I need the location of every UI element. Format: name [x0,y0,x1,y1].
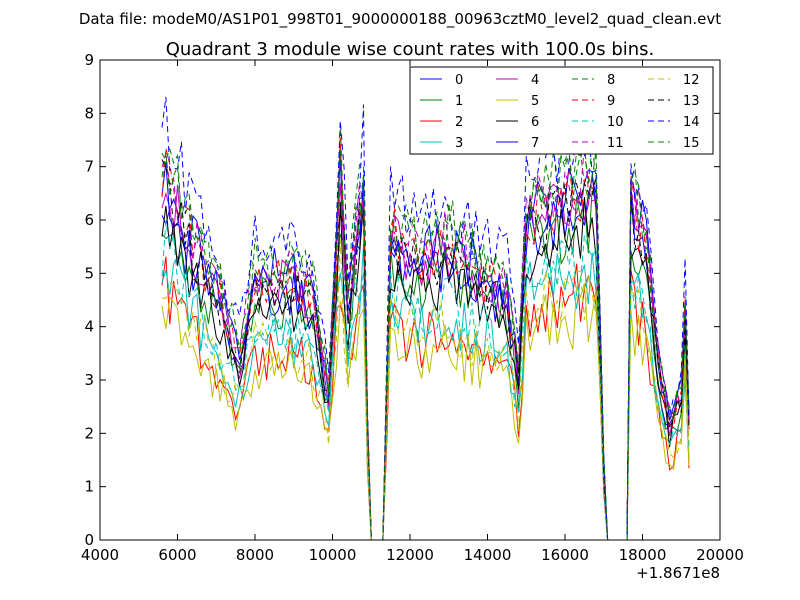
x-tick-label: 20000 [696,546,744,564]
legend-label-4: 4 [531,73,539,88]
x-tick-label: 18000 [619,546,667,564]
y-tick-label: 4 [84,318,94,336]
legend-label-6: 6 [531,115,539,130]
legend-label-0: 0 [455,73,463,88]
y-tick-label: 5 [84,264,94,282]
y-tick-label: 1 [84,478,94,496]
y-tick-label: 6 [84,211,94,229]
series-line-6 [161,196,690,540]
legend-label-13: 13 [683,94,700,109]
x-tick-label: 8000 [236,546,274,564]
series-line-5 [161,283,690,540]
legend-label-8: 8 [607,73,615,88]
legend-label-3: 3 [455,136,463,151]
y-tick-label: 8 [84,104,94,122]
series-line-14 [161,96,690,540]
y-tick-label: 0 [84,531,94,549]
y-tick-label: 7 [84,158,94,176]
series-layer [161,96,690,540]
x-tick-label: 16000 [541,546,589,564]
y-tick-label: 9 [84,51,94,69]
legend-label-11: 11 [607,136,624,151]
x-offset-label: +1.8671e8 [636,564,720,582]
legend-label-2: 2 [455,115,463,130]
legend-box [409,66,714,155]
legend-label-1: 1 [455,94,463,109]
chart-title: Quadrant 3 module wise count rates with … [166,39,655,60]
chart-suptitle: Data file: modeM0/AS1P01_998T01_90000001… [79,10,721,29]
legend-label-15: 15 [683,136,700,151]
legend-label-5: 5 [531,94,539,109]
series-line-8 [161,123,690,540]
series-line-12 [161,239,690,540]
x-tick-label: 6000 [158,546,196,564]
y-tick-label: 3 [84,371,94,389]
x-tick-label: 14000 [464,546,512,564]
legend-label-9: 9 [607,94,615,109]
series-line-10 [161,221,690,540]
y-tick-label: 2 [84,424,94,442]
axes-layer: 4000 6000 8000 10000 12000 14000 16000 18000 200… [81,51,744,564]
legend-label-10: 10 [607,115,624,130]
legend-label-7: 7 [531,136,539,151]
legend-label-14: 14 [683,115,700,130]
x-tick-label: 12000 [386,546,434,564]
x-tick-label: 10000 [309,546,357,564]
x-tick-label: 4000 [81,546,119,564]
legend-label-12: 12 [683,73,700,88]
